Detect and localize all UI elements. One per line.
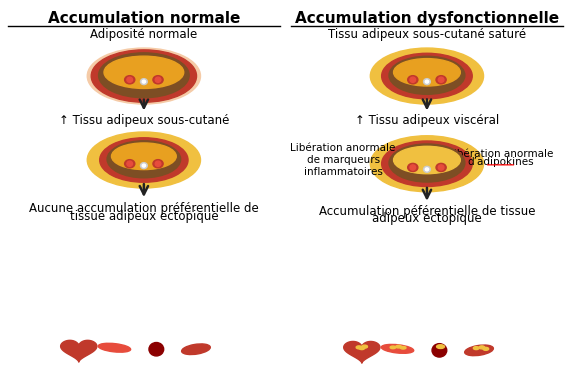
Ellipse shape	[127, 77, 132, 82]
Text: Accumulation dysfonctionnelle: Accumulation dysfonctionnelle	[295, 11, 559, 26]
Ellipse shape	[407, 76, 418, 84]
Ellipse shape	[87, 132, 201, 188]
Ellipse shape	[91, 50, 196, 102]
Ellipse shape	[382, 141, 472, 186]
Ellipse shape	[362, 345, 368, 348]
Ellipse shape	[438, 77, 444, 82]
Ellipse shape	[423, 166, 430, 172]
Ellipse shape	[98, 343, 131, 352]
Ellipse shape	[393, 146, 460, 174]
Ellipse shape	[393, 59, 460, 86]
Ellipse shape	[112, 143, 176, 170]
Ellipse shape	[425, 168, 429, 171]
Ellipse shape	[142, 164, 146, 167]
Text: adipeux ectopique: adipeux ectopique	[372, 212, 482, 226]
Text: Accumulation péférentielle de tissue: Accumulation péférentielle de tissue	[319, 205, 535, 218]
Ellipse shape	[396, 345, 402, 348]
Ellipse shape	[107, 141, 181, 178]
Text: Libération anormale
de marqueurs
inflammatoires: Libération anormale de marqueurs inflamm…	[290, 143, 396, 177]
Ellipse shape	[370, 136, 483, 192]
Ellipse shape	[436, 163, 446, 171]
Ellipse shape	[99, 53, 189, 98]
Ellipse shape	[483, 347, 489, 350]
Text: ↑ Tissu adipeux viscéral: ↑ Tissu adipeux viscéral	[355, 114, 499, 127]
Ellipse shape	[142, 80, 146, 83]
Ellipse shape	[465, 345, 493, 356]
Ellipse shape	[125, 76, 135, 84]
Text: Libération anormale: Libération anormale	[448, 149, 553, 159]
Ellipse shape	[436, 76, 446, 84]
Ellipse shape	[389, 56, 465, 94]
Ellipse shape	[153, 160, 163, 168]
Polygon shape	[61, 340, 97, 362]
Ellipse shape	[155, 161, 161, 166]
Text: d’adipokines: d’adipokines	[467, 157, 534, 167]
Ellipse shape	[436, 345, 445, 349]
Ellipse shape	[155, 77, 161, 82]
Ellipse shape	[381, 344, 414, 353]
Text: Accumulation normale: Accumulation normale	[48, 11, 240, 26]
Ellipse shape	[423, 79, 430, 85]
Ellipse shape	[100, 138, 188, 182]
Ellipse shape	[182, 344, 211, 355]
Ellipse shape	[389, 144, 465, 182]
Ellipse shape	[407, 163, 418, 171]
Ellipse shape	[153, 76, 163, 84]
Ellipse shape	[125, 160, 135, 168]
Ellipse shape	[473, 347, 479, 350]
Ellipse shape	[432, 344, 447, 357]
Ellipse shape	[425, 80, 429, 83]
Ellipse shape	[149, 343, 163, 356]
Ellipse shape	[410, 165, 416, 170]
Text: ↑ Tissu adipeux sous-cutané: ↑ Tissu adipeux sous-cutané	[59, 114, 229, 127]
Polygon shape	[344, 341, 380, 363]
Text: Adiposité normale: Adiposité normale	[90, 28, 198, 41]
Ellipse shape	[370, 48, 483, 104]
Ellipse shape	[141, 163, 147, 168]
Ellipse shape	[359, 347, 365, 350]
Ellipse shape	[410, 77, 416, 82]
Ellipse shape	[400, 346, 406, 349]
Text: Aucune accumulation préférentielle de: Aucune accumulation préférentielle de	[29, 202, 259, 215]
Ellipse shape	[104, 56, 183, 88]
Ellipse shape	[127, 161, 132, 166]
Ellipse shape	[438, 165, 444, 170]
Text: Tissu adipeux sous-cutané saturé: Tissu adipeux sous-cutané saturé	[328, 28, 526, 41]
Ellipse shape	[356, 346, 362, 349]
Ellipse shape	[479, 346, 485, 349]
Ellipse shape	[390, 346, 396, 349]
Text: tissue adipeux ectopique: tissue adipeux ectopique	[69, 210, 218, 223]
Ellipse shape	[87, 48, 201, 104]
Ellipse shape	[141, 79, 147, 85]
Ellipse shape	[382, 53, 472, 99]
